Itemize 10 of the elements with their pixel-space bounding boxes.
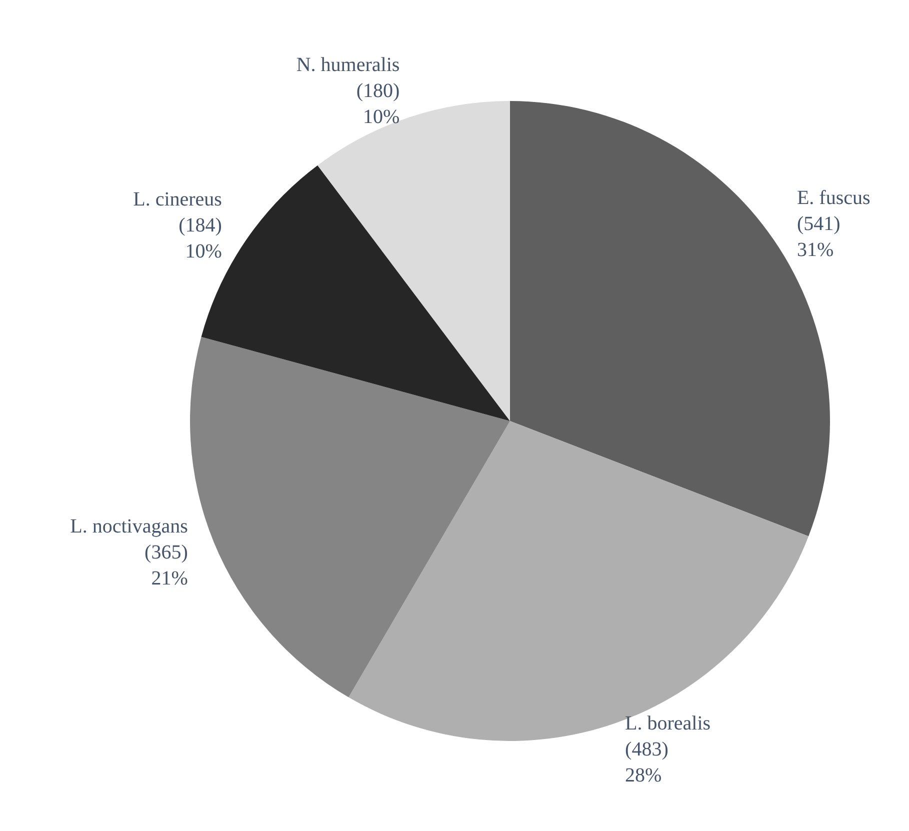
slice-label: E. fuscus	[796, 187, 871, 210]
slice-label: L. borealis	[625, 712, 711, 734]
data-label: (184) 10%	[178, 214, 222, 263]
data-label: (483) 28%	[625, 738, 668, 786]
data-label: (180) 10%	[356, 80, 400, 128]
data-label: (541) 31%	[796, 213, 840, 262]
slice-label: L. cinereus	[133, 188, 222, 211]
slice-label: L. noctivagans	[70, 516, 188, 538]
slice-label: N. humeralis	[296, 54, 400, 76]
data-label: (365) 21%	[144, 542, 188, 590]
